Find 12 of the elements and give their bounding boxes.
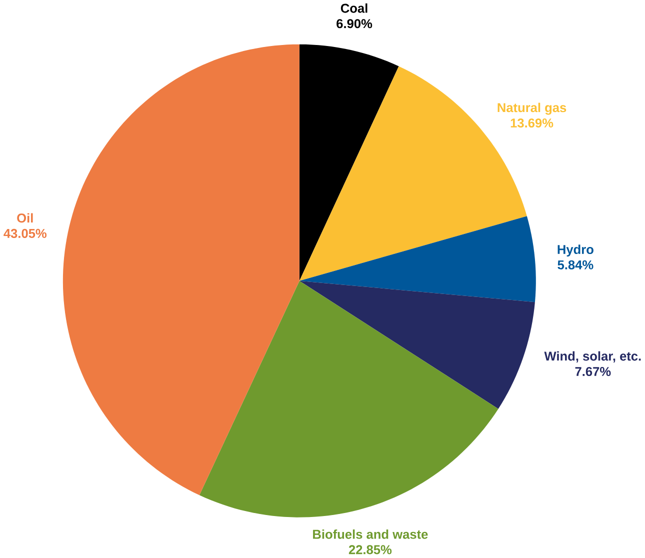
slice-label: Hydro: [558, 244, 594, 257]
slice-label: Oil: [17, 213, 33, 223]
data-label: 13.69%: [510, 118, 554, 128]
data-label: 22.85%: [348, 545, 392, 554]
slice-label: Wind, solar, etc.: [544, 351, 641, 363]
data-label: 6.90%: [336, 19, 372, 28]
data-label: 5.84%: [558, 260, 594, 270]
data-label: 43.05%: [4, 229, 47, 238]
slice-label: Coal: [340, 4, 368, 13]
slice-label: Natural gas: [498, 102, 566, 115]
data-label: 7.67%: [575, 367, 611, 376]
slice-label: Biofuels and waste: [313, 530, 428, 540]
